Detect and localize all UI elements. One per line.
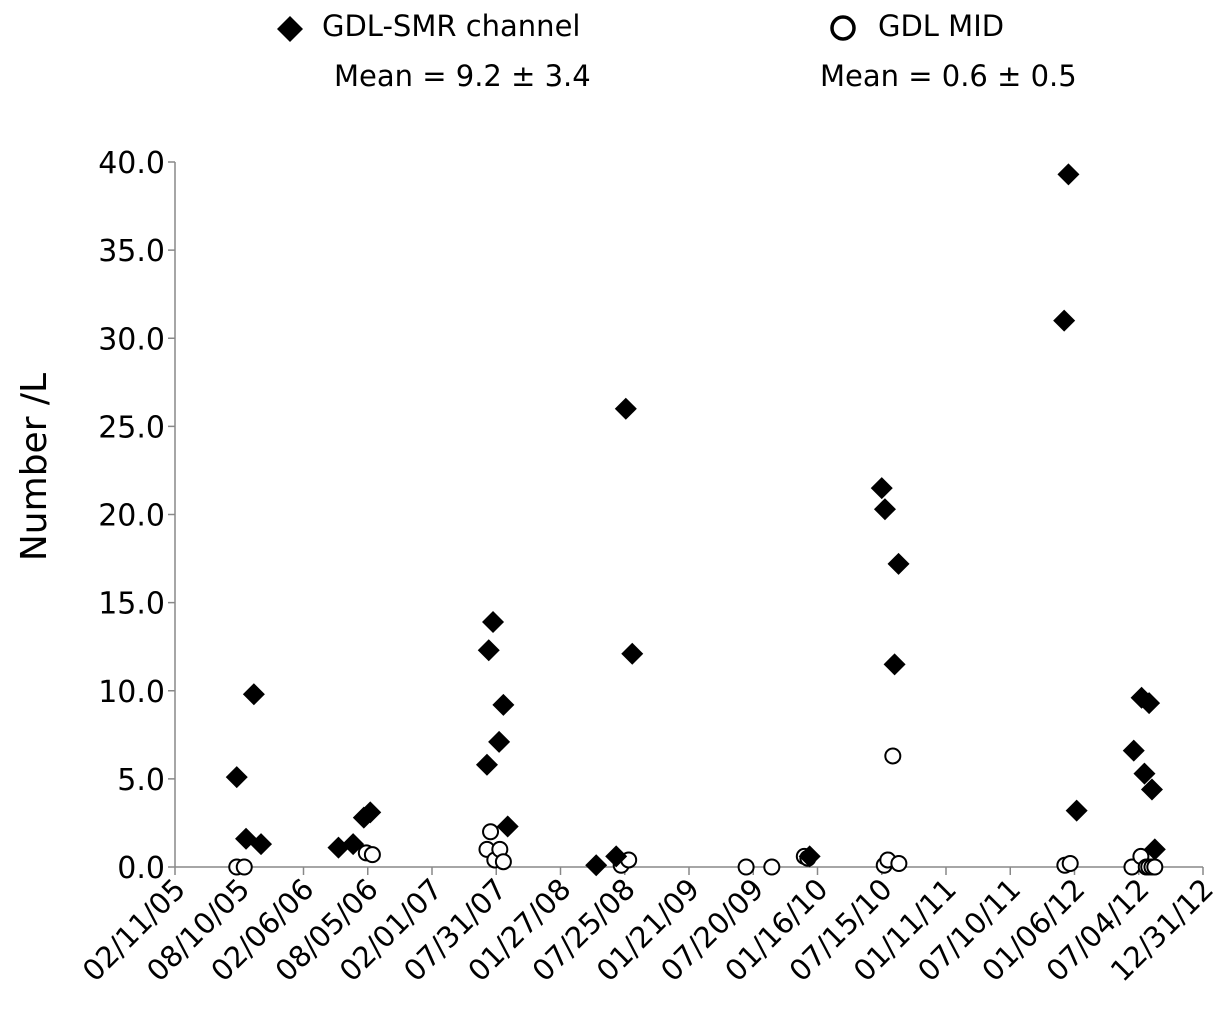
data-point-gdl-smr-channel (605, 845, 628, 868)
data-point-gdl-smr-channel (359, 801, 382, 824)
data-point-gdl-mid (890, 854, 908, 872)
data-point-gdl-smr-channel (1143, 838, 1166, 861)
data-point-gdl-mid (1061, 854, 1079, 872)
data-point-gdl-mid (482, 823, 500, 841)
data-point-gdl-smr-channel (873, 498, 896, 521)
data-point-gdl-smr-channel (477, 639, 500, 662)
y-ticks: 0.0 5.0 10.0 15.0 20.0 25.0 30.0 35.0 40.0 (98, 146, 175, 886)
mean-annotation-gdl-mid: Mean = 0.6 ± 0.5 (820, 59, 1077, 93)
y-tick-label: 25.0 (98, 410, 165, 445)
data-point-gdl-smr-channel (482, 611, 505, 634)
data-point-gdl-smr-channel (496, 815, 519, 838)
data-point-gdl-mid (737, 858, 755, 876)
data-point-gdl-smr-channel (1053, 309, 1076, 332)
x-ticks: 02/11/0508/10/0502/06/0608/05/0602/01/07… (76, 867, 1220, 988)
data-point-gdl-smr-channel (1138, 692, 1161, 715)
data-point-gdl-mid (884, 747, 902, 765)
legend-label-gdl-mid: GDL MID (878, 9, 1004, 43)
data-point-gdl-smr-channel (585, 854, 608, 877)
y-axis-label: Number /L (14, 373, 55, 561)
data-point-gdl-smr-channel (242, 683, 265, 706)
data-point-gdl-mid (763, 858, 781, 876)
data-point-gdl-smr-channel (1133, 762, 1156, 785)
y-tick-label: 30.0 (98, 322, 165, 357)
series-gdl-smr-channel-points (225, 163, 1166, 877)
data-point-gdl-smr-channel (614, 397, 637, 420)
data-point-gdl-smr-channel (250, 833, 273, 856)
y-tick-label: 5.0 (117, 763, 165, 798)
legend-item-gdl-smr-channel: GDL-SMR channel Mean = 9.2 ± 3.4 (277, 9, 591, 93)
data-point-gdl-smr-channel (488, 730, 511, 753)
y-tick-label: 35.0 (98, 234, 165, 269)
data-point-gdl-smr-channel (798, 845, 821, 868)
legend: GDL-SMR channel Mean = 9.2 ± 3.4 GDL MID… (277, 9, 1077, 93)
data-point-gdl-smr-channel (327, 836, 350, 859)
y-tick-label: 40.0 (98, 146, 165, 181)
y-tick-label: 10.0 (98, 675, 165, 710)
data-point-gdl-mid (363, 846, 381, 864)
mean-annotation-gdl-smr-channel: Mean = 9.2 ± 3.4 (334, 59, 591, 93)
legend-marker-filled-diamond (277, 16, 303, 42)
data-point-gdl-smr-channel (342, 833, 365, 856)
y-tick-label: 20.0 (98, 499, 165, 534)
y-tick-label: 0.0 (117, 851, 165, 886)
data-point-gdl-mid (235, 858, 253, 876)
data-point-gdl-mid (1146, 858, 1164, 876)
data-point-gdl-smr-channel (475, 753, 498, 776)
data-point-gdl-smr-channel (621, 642, 644, 665)
legend-item-gdl-mid: GDL MID Mean = 0.6 ± 0.5 (820, 9, 1077, 93)
data-point-gdl-smr-channel (225, 766, 248, 789)
data-point-gdl-smr-channel (883, 653, 906, 676)
legend-marker-open-circle (830, 15, 856, 41)
legend-label-gdl-smr-channel: GDL-SMR channel (322, 9, 580, 43)
data-point-gdl-smr-channel (492, 693, 515, 716)
data-point-gdl-smr-channel (1140, 778, 1163, 801)
data-point-gdl-smr-channel (887, 552, 910, 575)
data-point-gdl-smr-channel (1057, 163, 1080, 186)
data-point-gdl-smr-channel (1122, 739, 1145, 762)
data-point-gdl-smr-channel (870, 477, 893, 500)
y-tick-label: 15.0 (98, 587, 165, 622)
data-point-gdl-mid (494, 853, 512, 871)
data-point-gdl-smr-channel (1065, 799, 1088, 822)
